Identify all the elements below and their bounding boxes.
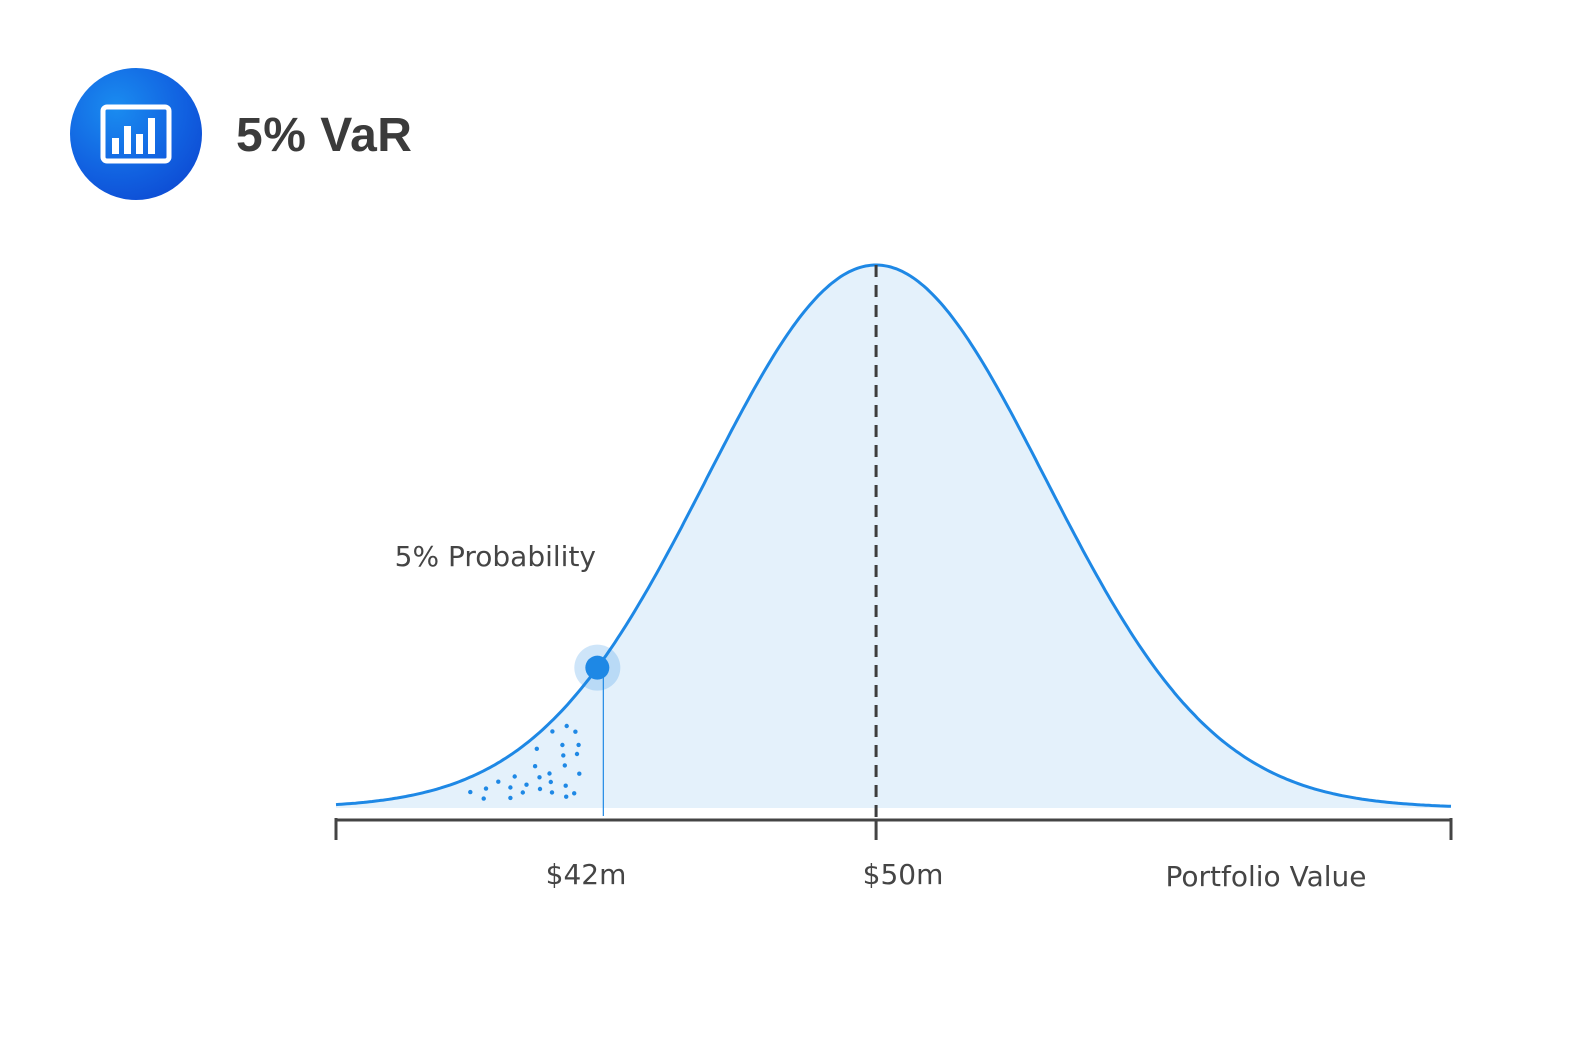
distribution-area xyxy=(336,265,1451,808)
tail-dot xyxy=(564,723,569,729)
tail-dot xyxy=(572,791,577,796)
tail-dot xyxy=(547,771,552,776)
bar-chart-icon xyxy=(100,104,172,164)
tail-dot xyxy=(520,790,525,795)
tail-dot xyxy=(534,746,539,751)
tail-dot xyxy=(483,786,489,791)
tail-dot xyxy=(481,796,486,801)
tail-dot xyxy=(508,785,513,790)
x-tick-label: $42m xyxy=(546,858,627,891)
probability-annotation: 5% Probability xyxy=(395,540,596,573)
tail-dot xyxy=(574,751,580,757)
x-axis-label: Portfolio Value xyxy=(1166,860,1367,893)
tail-dot xyxy=(561,753,566,758)
tail-dot xyxy=(562,763,567,768)
tail-dot xyxy=(577,771,582,776)
distribution-curve xyxy=(335,263,1452,808)
tail-dot xyxy=(549,790,555,795)
tail-dot xyxy=(468,789,473,795)
chart-logo xyxy=(70,68,202,200)
var-marker xyxy=(585,655,610,680)
tail-dot xyxy=(576,742,581,748)
tail-dot xyxy=(573,729,578,734)
page-title: 5% VaR xyxy=(236,109,413,162)
tail-dot xyxy=(550,729,555,734)
tail-dot xyxy=(537,786,543,792)
tail-dot xyxy=(508,795,513,801)
x-tick-label: $50m xyxy=(863,858,944,891)
tail-dot xyxy=(548,779,553,785)
tail-dot xyxy=(524,782,529,787)
tail-dot xyxy=(537,775,542,780)
tail-dot xyxy=(563,783,568,788)
tail-dot xyxy=(496,779,501,784)
tail-dot xyxy=(532,764,538,769)
tail-dot xyxy=(564,794,569,799)
tail-dot xyxy=(560,742,565,748)
tail-dot xyxy=(512,774,517,779)
